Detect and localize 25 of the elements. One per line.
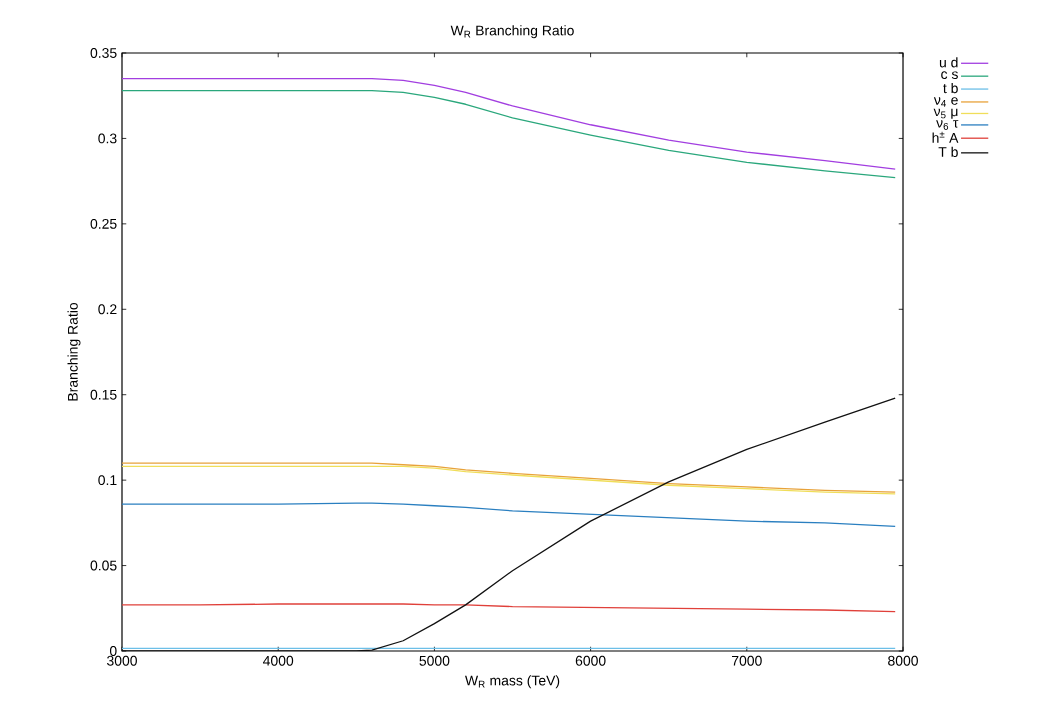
x-axis-title: W$_{R}$ mass (TeV) — [465, 675, 560, 689]
x-tick-label: 7000 — [732, 655, 762, 666]
x-tick-label: 4000 — [263, 655, 294, 666]
legend-label: ν$_{4}$ e — [933, 97, 958, 107]
y-tick-label: 0 — [109, 646, 117, 656]
y-tick-label: 0.05 — [90, 560, 117, 571]
y-tick-label: 0.3 — [98, 133, 117, 144]
legend-label: ν$_{6}$ τ — [936, 120, 959, 130]
y-tick-label: 0.2 — [98, 304, 117, 315]
y-tick-label: 0.15 — [90, 389, 117, 400]
legend-label: t b — [943, 82, 958, 94]
y-tick-label: 0.35 — [90, 48, 117, 58]
legend-label: ν$_{5}$ μ — [933, 108, 958, 119]
x-tick-label: 8000 — [888, 655, 918, 666]
x-tick-label: 6000 — [575, 655, 606, 666]
y-axis-title: Branching Ratio — [67, 302, 81, 401]
y-tick-label: 0.1 — [98, 475, 117, 486]
x-tick-label: 5000 — [419, 655, 450, 666]
legend-label: h$^{±}$ A — [932, 131, 959, 143]
legend-label: c s — [941, 71, 958, 80]
y-tick-label: 0.25 — [90, 218, 117, 229]
chart-title: W$_{R}$ Branching Ratio — [450, 25, 574, 39]
legend-label: T b — [938, 146, 958, 157]
legend-label: u d — [939, 57, 958, 68]
x-tick-label: 3000 — [107, 655, 137, 666]
